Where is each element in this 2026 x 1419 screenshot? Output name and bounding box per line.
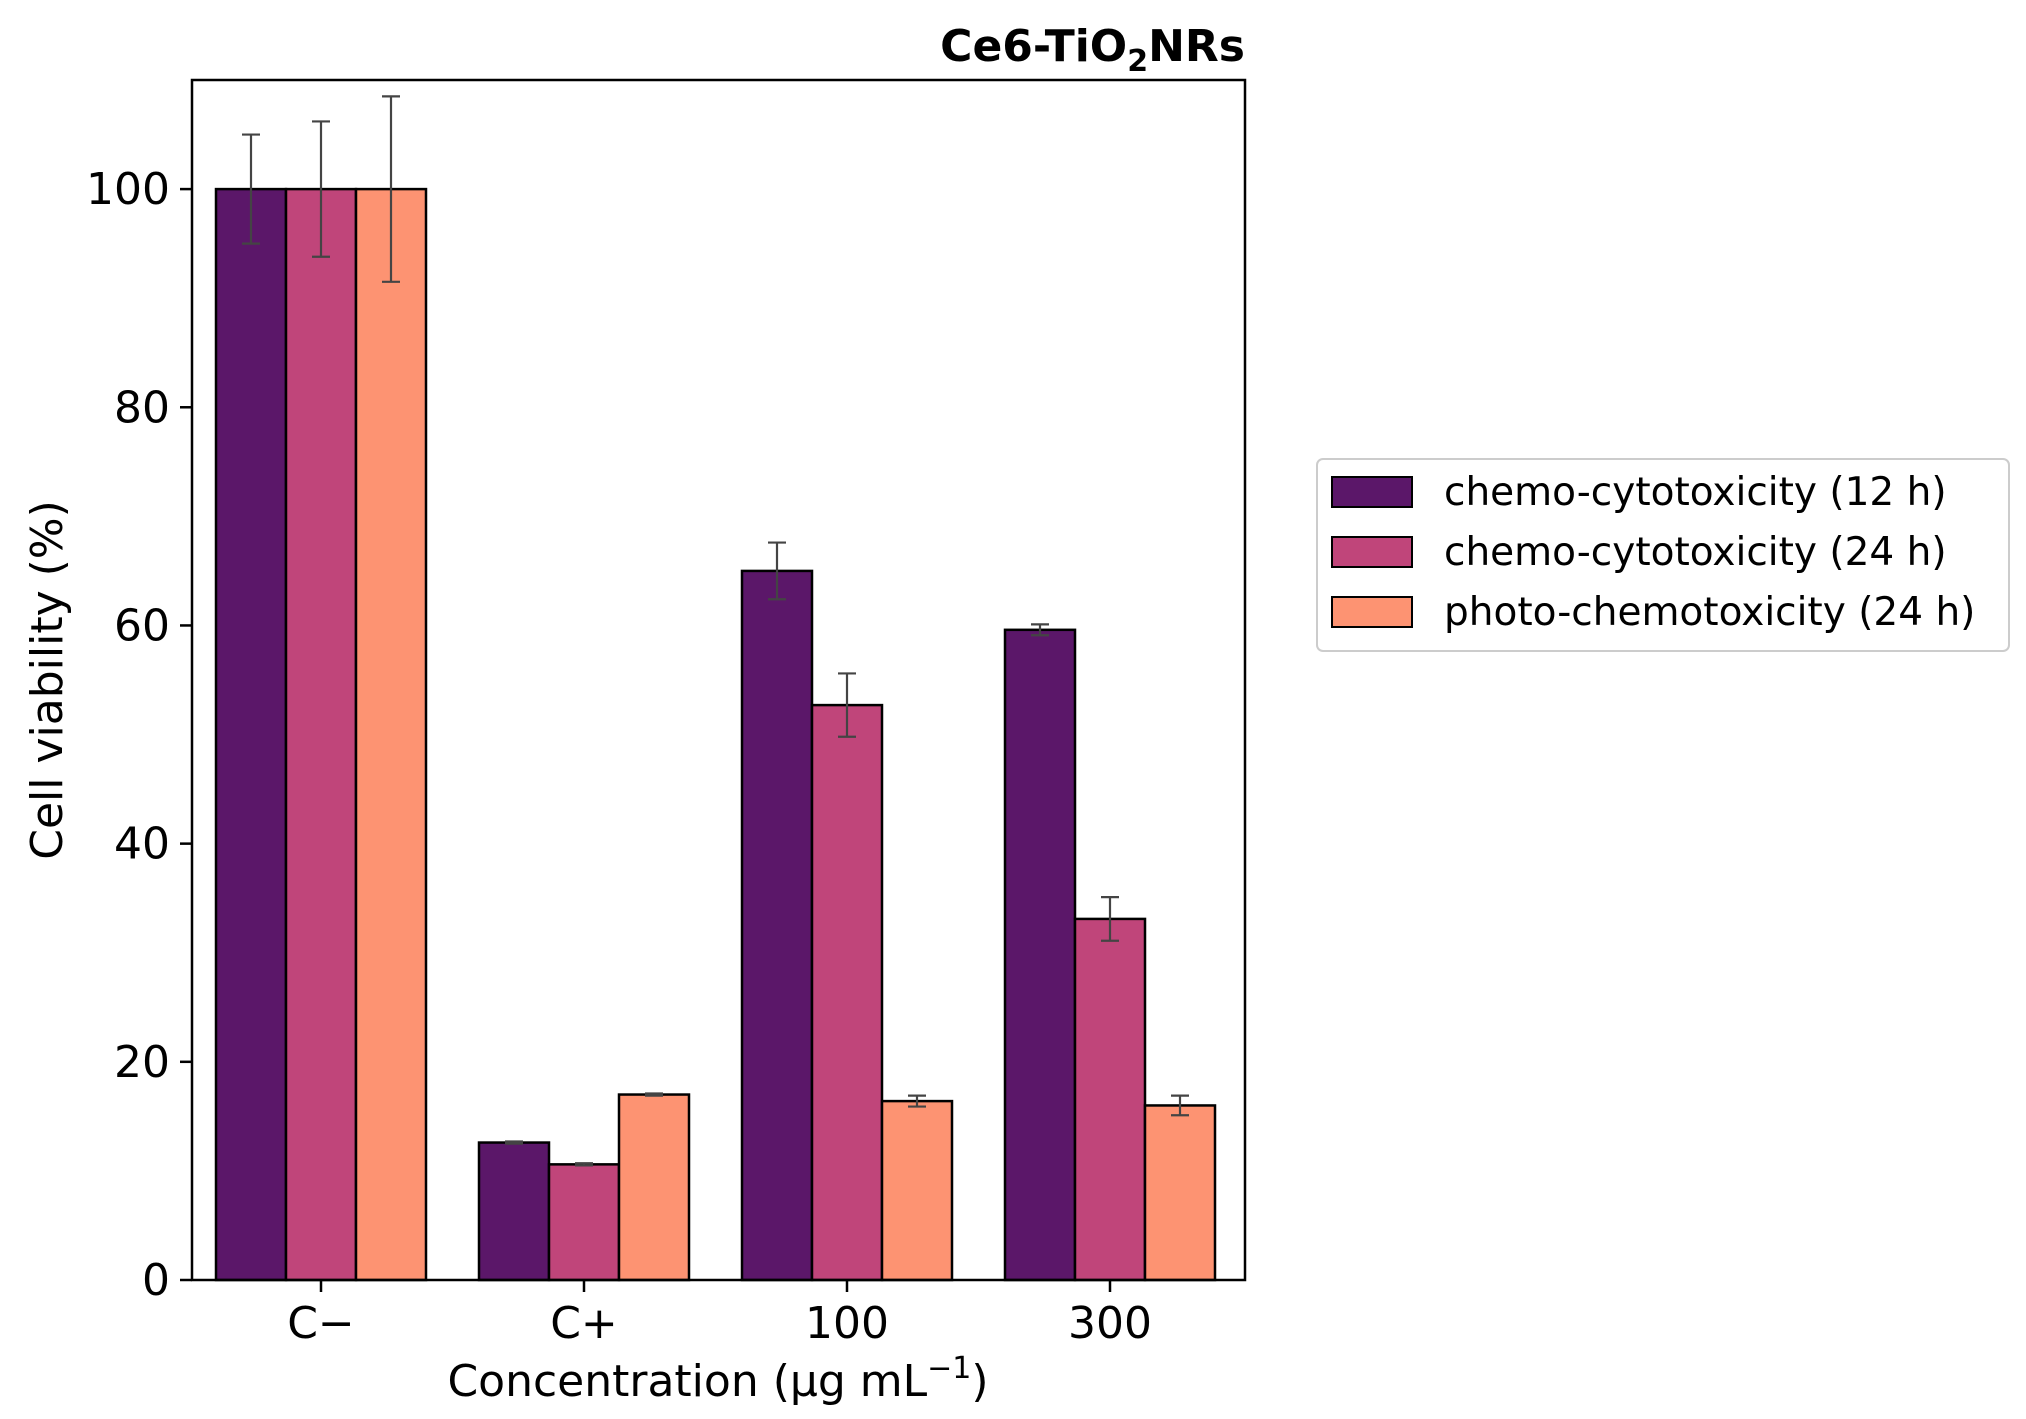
chart-title-subscript: 2 xyxy=(1127,44,1148,79)
y-tick-label-20: 20 xyxy=(114,1037,170,1088)
bars-layer xyxy=(214,187,1217,1282)
y-tick-label-80: 80 xyxy=(114,382,170,433)
legend-frame xyxy=(1316,458,2010,652)
x-axis-title-tail: ) xyxy=(971,1356,988,1407)
chart-title: Ce6-TiO2NRs xyxy=(940,21,1245,79)
x-tick-label-300: 300 xyxy=(1068,1298,1152,1349)
error-bar-2-C+ xyxy=(575,1162,593,1167)
y-tick-label-40: 40 xyxy=(114,819,170,870)
error-bar-3-C+ xyxy=(645,1092,663,1097)
legend-swatch-1 xyxy=(1331,476,1413,508)
error-bar-1-C+ xyxy=(505,1140,523,1145)
error-bar-3-100 xyxy=(908,1094,926,1108)
error-bar-3-C− xyxy=(382,95,400,283)
x-tick-label-100: 100 xyxy=(805,1298,889,1349)
error-bar-2-300 xyxy=(1101,895,1119,942)
bar-3-100 xyxy=(880,1099,954,1282)
bar-1-100 xyxy=(740,569,814,1282)
y-axis-title: Cell viability (%) xyxy=(22,500,73,859)
bar-2-100 xyxy=(810,703,884,1282)
plot-frame xyxy=(190,78,1247,1282)
y-tick-label-60: 60 xyxy=(114,600,170,651)
bar-3-C+ xyxy=(617,1093,691,1282)
legend-swatch-2 xyxy=(1331,536,1413,568)
bar-2-300 xyxy=(1073,917,1147,1282)
bar-3-C− xyxy=(354,187,428,1282)
legend-label-2: chemo-cytotoxicity (24 h) xyxy=(1444,530,1947,575)
legend: chemo-cytotoxicity (12 h) chemo-cytotoxic… xyxy=(1316,458,2010,652)
x-axis: C− C+ 100 300 xyxy=(287,1280,1152,1349)
chart-title-tail: NRs xyxy=(1148,21,1245,72)
x-tick-label-C+: C+ xyxy=(550,1298,618,1349)
x-axis-title-superscript: −1 xyxy=(927,1351,971,1386)
x-axis-title: Concentration (μg mL−1) xyxy=(447,1351,988,1407)
bar-1-C+ xyxy=(477,1141,551,1282)
error-bar-1-300 xyxy=(1031,623,1049,637)
bar-2-C+ xyxy=(547,1163,621,1282)
legend-label-1: chemo-cytotoxicity (12 h) xyxy=(1444,470,1947,515)
error-bars-layer xyxy=(242,95,1189,1167)
bar-2-C− xyxy=(284,187,358,1282)
y-axis: 0 20 40 60 80 100 xyxy=(86,164,192,1306)
bar-3-300 xyxy=(1143,1104,1217,1282)
error-bar-3-300 xyxy=(1171,1094,1189,1117)
error-bar-1-100 xyxy=(768,541,786,601)
error-bar-2-100 xyxy=(838,672,856,738)
bar-1-C− xyxy=(214,187,288,1282)
bar-1-300 xyxy=(1003,628,1077,1282)
x-tick-label-C−: C− xyxy=(287,1298,355,1349)
legend-label-3: photo-chemotoxicity (24 h) xyxy=(1444,590,1975,635)
legend-swatch-3 xyxy=(1331,596,1413,628)
y-tick-label-0: 0 xyxy=(142,1255,170,1306)
error-bar-2-C− xyxy=(312,120,330,258)
y-tick-label-100: 100 xyxy=(86,164,170,215)
error-bar-1-C− xyxy=(242,133,260,245)
